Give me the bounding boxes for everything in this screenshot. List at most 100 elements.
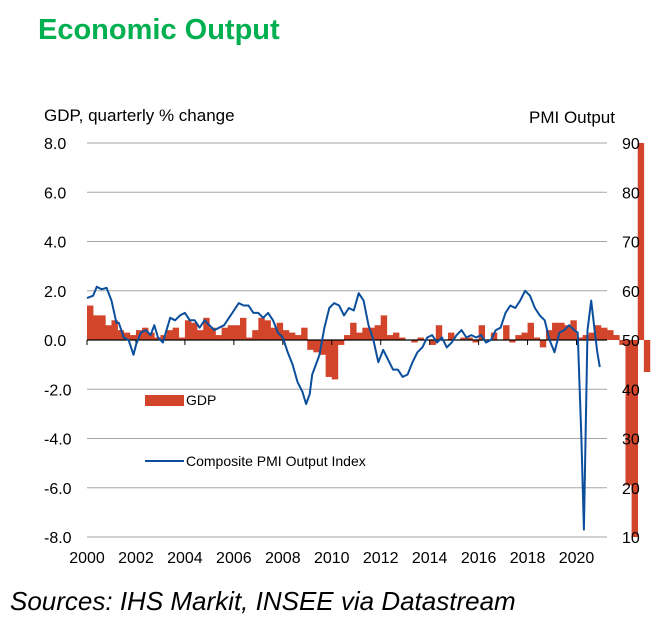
gdp-bar: [380, 315, 388, 340]
gdp-bar: [246, 337, 253, 340]
gdp-bar: [631, 340, 639, 537]
x-tick-label: 2004: [167, 550, 203, 567]
y-tick-left: 6.0: [44, 185, 66, 202]
x-tick-label: 2010: [314, 550, 350, 567]
legend-gdp-swatch: [145, 395, 184, 406]
gdp-bar: [129, 335, 137, 340]
gdp-bar: [399, 337, 406, 340]
y-tick-right: 30: [622, 432, 640, 449]
gdp-bar: [191, 322, 198, 340]
gdp-bar: [503, 325, 510, 340]
gdp-bar: [288, 332, 296, 340]
legend-gdp-label: GDP: [186, 392, 216, 408]
tick-labels: 8.0 6.0 4.0 2.0 0.0 -2.0 -4.0 -6.0 -8.0 90 80 70 60 5…: [44, 136, 640, 567]
gdp-bar: [313, 340, 320, 353]
gdp-bar: [307, 340, 314, 350]
gdp-bar: [221, 327, 229, 340]
legend: GDP Composite PMI Output Index: [145, 392, 366, 469]
source-note: Sources: IHS Markit, INSEE via Datastrea…: [10, 586, 516, 616]
x-tick-label: 2008: [265, 550, 301, 567]
y-tick-left: -4.0: [44, 432, 72, 449]
gdp-bar: [276, 322, 284, 340]
gdp-bar: [258, 317, 265, 340]
gdp-bar: [197, 330, 204, 340]
gdp-bar: [374, 325, 382, 340]
gdp-bar: [552, 322, 559, 340]
pmi-line: [86, 285, 601, 531]
gdp-bar: [356, 332, 363, 340]
x-tick-label: 2018: [510, 550, 546, 567]
gdp-bar: [337, 340, 345, 345]
gdp-bar: [509, 340, 516, 343]
gdp-bar: [270, 327, 277, 340]
gdp-bar: [331, 340, 339, 380]
gdp-bar: [564, 325, 571, 340]
x-tick-label: 2006: [216, 550, 252, 567]
gdp-bar: [533, 337, 541, 340]
gdp-bar: [87, 305, 94, 340]
gdp-bar: [142, 327, 149, 340]
y-tick-right: 60: [622, 284, 640, 301]
gdp-bar: [203, 317, 210, 340]
y-tick-right: 50: [622, 333, 640, 350]
gdp-bar: [460, 337, 467, 340]
gdp-bar: [319, 340, 326, 355]
gdp-bar: [295, 335, 302, 340]
gdp-bar: [362, 327, 369, 340]
y-tick-left: -6.0: [44, 481, 72, 498]
x-tick-label: 2012: [363, 550, 399, 567]
chart-title: Economic Output: [38, 14, 280, 46]
gdp-bar: [215, 335, 222, 340]
gdp-bar: [515, 335, 522, 340]
y-tick-left: -8.0: [44, 530, 72, 547]
y-tick-left: 2.0: [44, 284, 66, 301]
x-tick-label: 2002: [118, 550, 154, 567]
gdp-bar: [619, 340, 626, 345]
gdp-bar: [588, 332, 596, 340]
gdp-bar: [154, 337, 161, 340]
gdp-bar: [643, 340, 651, 373]
gdp-bar: [625, 340, 632, 486]
gdp-bar: [148, 332, 155, 340]
gdp-bar: [105, 325, 112, 340]
gdp-bar: [233, 325, 241, 340]
gdp-bar: [117, 330, 125, 340]
gdp-bar: [576, 337, 583, 340]
gdp-bar: [527, 322, 534, 340]
y-tick-left: 0.0: [44, 333, 66, 350]
gdp-bar: [386, 335, 394, 340]
gdp-bar: [239, 317, 247, 340]
y-tick-left: 4.0: [44, 235, 66, 252]
gdp-bar: [490, 332, 498, 340]
y-tick-right: 70: [622, 235, 640, 252]
x-tick-label: 2000: [69, 550, 105, 567]
gdp-bar: [325, 340, 333, 377]
gdp-bar: [472, 340, 479, 343]
y-tick-right: 10: [622, 530, 640, 547]
legend-pmi-label: Composite PMI Output Index: [186, 453, 366, 469]
gdp-bar: [99, 315, 106, 340]
gdp-bar: [172, 327, 180, 340]
gdp-bar: [521, 332, 528, 340]
gdp-bar: [613, 335, 620, 340]
gdp-bar: [93, 315, 100, 340]
y-tick-left: -2.0: [44, 382, 72, 399]
gridlines: [87, 142, 607, 538]
gdp-bar: [350, 322, 357, 340]
y-tick-right: 80: [622, 185, 640, 202]
gdp-bar: [607, 330, 614, 340]
x-tick-label: 2014: [412, 550, 448, 567]
gdp-bar: [111, 320, 118, 340]
gdp-bar: [166, 330, 173, 340]
gdp-bar: [301, 327, 308, 340]
gdp-bar: [178, 337, 186, 340]
gdp-bar: [392, 332, 400, 340]
gdp-bar: [209, 327, 216, 340]
gdp-bar: [411, 340, 418, 343]
gdp-bar: [344, 335, 351, 340]
gdp-bar: [594, 325, 602, 340]
gdp-bar: [429, 340, 437, 345]
y-tick-right: 20: [622, 481, 640, 498]
zero-axis: [86, 339, 607, 345]
